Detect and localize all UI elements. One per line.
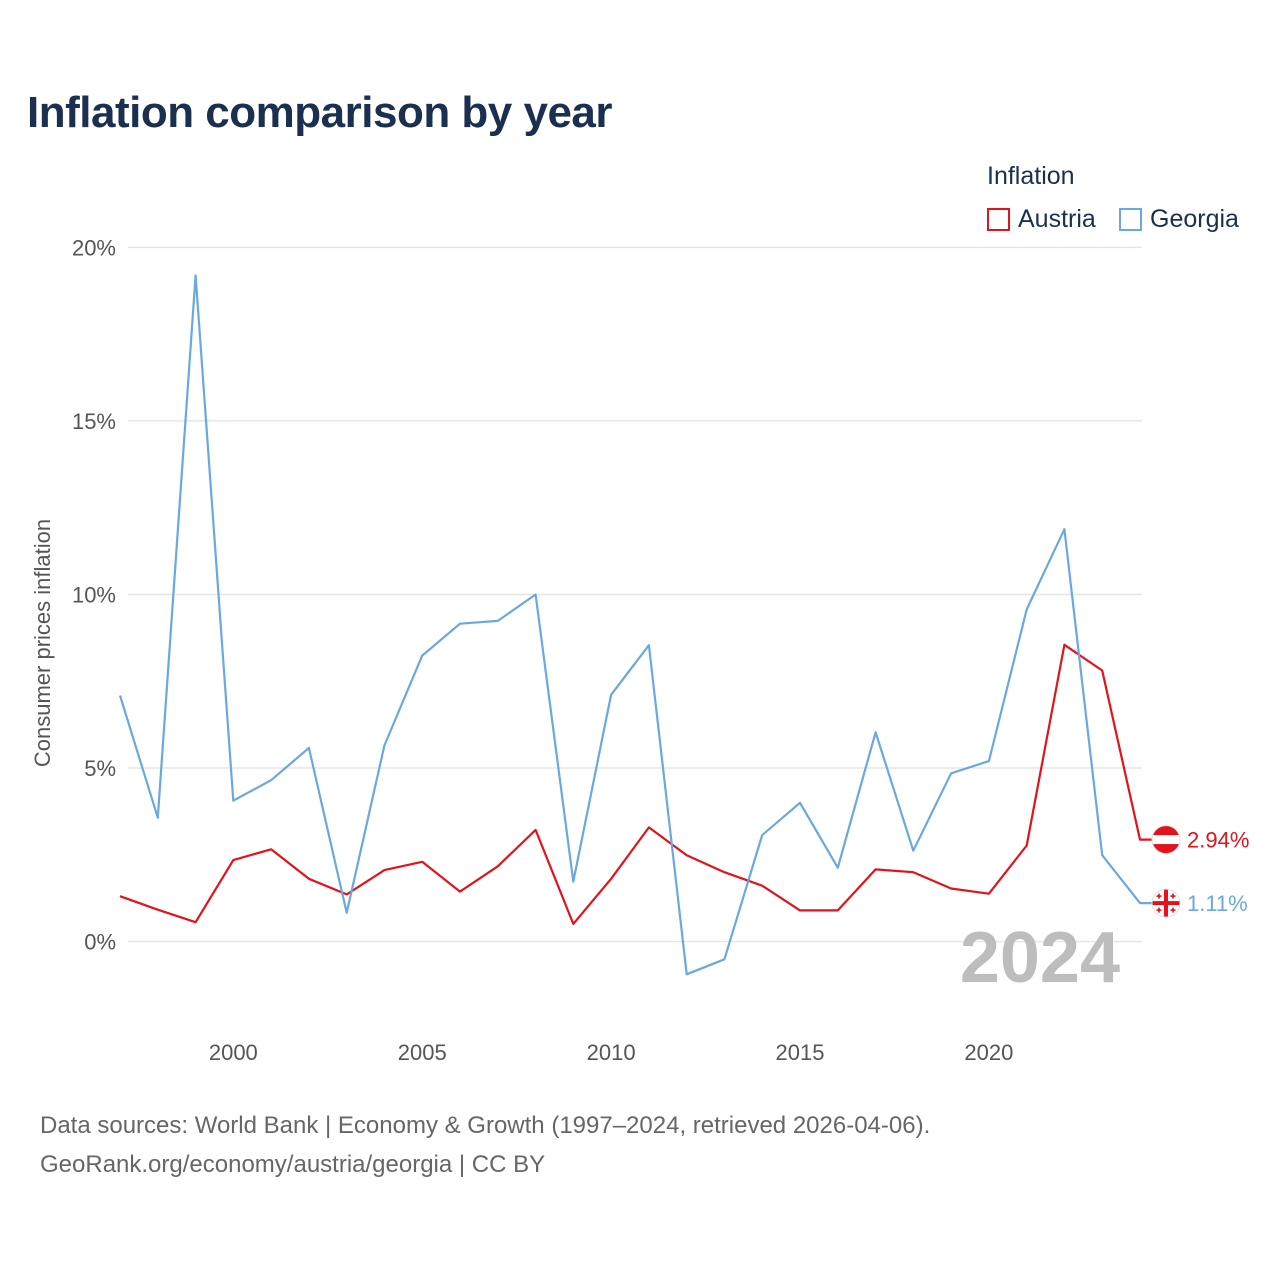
- y-tick-label-0: 0%: [84, 930, 116, 955]
- data-point-austria-2000[interactable]: [230, 857, 236, 863]
- end-label-georgia: 1.11%: [1187, 891, 1248, 916]
- data-point-austria-2007[interactable]: [495, 863, 501, 869]
- data-point-georgia-2016[interactable]: [835, 865, 841, 871]
- data-point-georgia-2005[interactable]: [419, 653, 425, 659]
- data-point-georgia-2020[interactable]: [986, 758, 992, 764]
- data-point-austria-2020[interactable]: [986, 891, 992, 897]
- data-point-austria-2021[interactable]: [1024, 842, 1030, 848]
- data-point-austria-2023[interactable]: [1099, 668, 1105, 674]
- data-point-austria-2003[interactable]: [344, 891, 350, 897]
- data-point-austria-1997[interactable]: [117, 893, 123, 899]
- data-point-austria-2006[interactable]: [457, 889, 463, 895]
- georgia-flag-icon: [1151, 888, 1181, 918]
- legend-swatch-austria: [987, 207, 1010, 231]
- legend-title: Inflation: [987, 162, 1075, 190]
- data-point-austria-2009[interactable]: [570, 921, 576, 927]
- data-point-georgia-2008[interactable]: [533, 591, 539, 597]
- footer-sources: Data sources: World Bank | Economy & Gro…: [40, 1112, 931, 1139]
- data-point-austria-2001[interactable]: [268, 846, 274, 852]
- data-point-georgia-2015[interactable]: [797, 800, 803, 806]
- data-point-austria-2011[interactable]: [646, 824, 652, 830]
- chart-plot: 0% 5% 10% 15% 20% 2000 2005 2010 2015 2020 Consu…: [30, 235, 1249, 1065]
- y-tick-label-3: 15%: [72, 409, 116, 434]
- x-axis-ticks: 2000 2005 2010 2015 2020: [209, 1040, 1014, 1065]
- x-tick-label-1: 2005: [398, 1040, 447, 1065]
- data-point-georgia-2007[interactable]: [495, 618, 501, 624]
- legend-label-georgia: Georgia: [1150, 204, 1239, 233]
- legend-item-austria[interactable]: Austria: [987, 204, 1096, 234]
- chart-title: Inflation comparison by year: [27, 88, 613, 137]
- data-point-georgia-2018[interactable]: [910, 848, 916, 854]
- data-point-georgia-2022[interactable]: [1061, 526, 1067, 532]
- y-axis-ticks: 0% 5% 10% 15% 20%: [72, 235, 116, 954]
- data-point-georgia-2023[interactable]: [1099, 852, 1105, 858]
- y-tick-label-4: 20%: [72, 235, 116, 260]
- data-point-georgia-1998[interactable]: [155, 815, 161, 821]
- y-tick-label-1: 5%: [84, 756, 116, 781]
- footer: Data sources: World Bank | Economy & Gro…: [40, 1106, 930, 1184]
- series-lines: [117, 272, 1152, 977]
- data-point-georgia-2003[interactable]: [344, 910, 350, 916]
- data-point-georgia-2014[interactable]: [759, 832, 765, 838]
- data-point-georgia-2002[interactable]: [306, 745, 312, 751]
- data-point-georgia-2013[interactable]: [721, 956, 727, 962]
- end-markers: 2.94% 1.11%: [1151, 825, 1249, 918]
- x-tick-label-3: 2015: [776, 1040, 825, 1065]
- data-point-georgia-2024[interactable]: [1137, 900, 1143, 906]
- data-point-georgia-1999[interactable]: [193, 272, 199, 278]
- series-line-austria: [119, 643, 1152, 926]
- y-tick-label-2: 10%: [72, 582, 116, 607]
- data-point-austria-2004[interactable]: [381, 867, 387, 873]
- legend-item-georgia[interactable]: Georgia: [1119, 204, 1239, 234]
- data-point-austria-2014[interactable]: [759, 883, 765, 889]
- x-tick-label-4: 2020: [964, 1040, 1013, 1065]
- data-point-austria-2015[interactable]: [797, 907, 803, 913]
- data-point-austria-2012[interactable]: [684, 852, 690, 858]
- data-point-austria-1999[interactable]: [193, 919, 199, 925]
- data-point-austria-2008[interactable]: [533, 827, 539, 833]
- data-point-austria-2018[interactable]: [910, 869, 916, 875]
- data-point-austria-2016[interactable]: [835, 907, 841, 913]
- data-point-georgia-2001[interactable]: [268, 777, 274, 783]
- data-point-austria-2019[interactable]: [948, 886, 954, 892]
- data-point-georgia-2011[interactable]: [646, 642, 652, 648]
- data-point-austria-2022[interactable]: [1061, 642, 1067, 648]
- data-point-georgia-2021[interactable]: [1024, 606, 1030, 612]
- data-point-austria-1998[interactable]: [155, 907, 161, 913]
- end-label-austria: 2.94%: [1187, 828, 1249, 853]
- data-point-georgia-2000[interactable]: [230, 798, 236, 804]
- x-tick-label-0: 2000: [209, 1040, 258, 1065]
- y-axis-title: Consumer prices inflation: [30, 519, 55, 767]
- data-point-austria-2005[interactable]: [419, 859, 425, 865]
- x-tick-label-2: 2010: [587, 1040, 636, 1065]
- data-point-austria-2017[interactable]: [873, 866, 879, 872]
- legend-swatch-georgia: [1119, 207, 1142, 231]
- data-point-austria-2024[interactable]: [1137, 837, 1143, 843]
- footer-attribution: GeoRank.org/economy/austria/georgia | CC…: [40, 1151, 546, 1178]
- data-point-georgia-1997[interactable]: [117, 693, 123, 699]
- data-point-austria-2002[interactable]: [306, 876, 312, 882]
- data-point-georgia-2006[interactable]: [457, 621, 463, 627]
- data-point-georgia-2012[interactable]: [684, 971, 690, 977]
- austria-flag-icon: [1151, 825, 1181, 855]
- series-line-georgia: [118, 274, 1152, 976]
- data-point-georgia-2010[interactable]: [608, 692, 614, 698]
- data-point-austria-2013[interactable]: [721, 869, 727, 875]
- year-watermark: 2024: [960, 918, 1120, 998]
- data-point-georgia-2004[interactable]: [381, 742, 387, 748]
- legend-label-austria: Austria: [1018, 204, 1096, 233]
- data-point-georgia-2017[interactable]: [873, 729, 879, 735]
- data-point-georgia-2009[interactable]: [570, 879, 576, 885]
- data-point-georgia-2019[interactable]: [948, 770, 954, 776]
- grid-lines: [128, 246, 1142, 943]
- data-point-austria-2010[interactable]: [608, 876, 614, 882]
